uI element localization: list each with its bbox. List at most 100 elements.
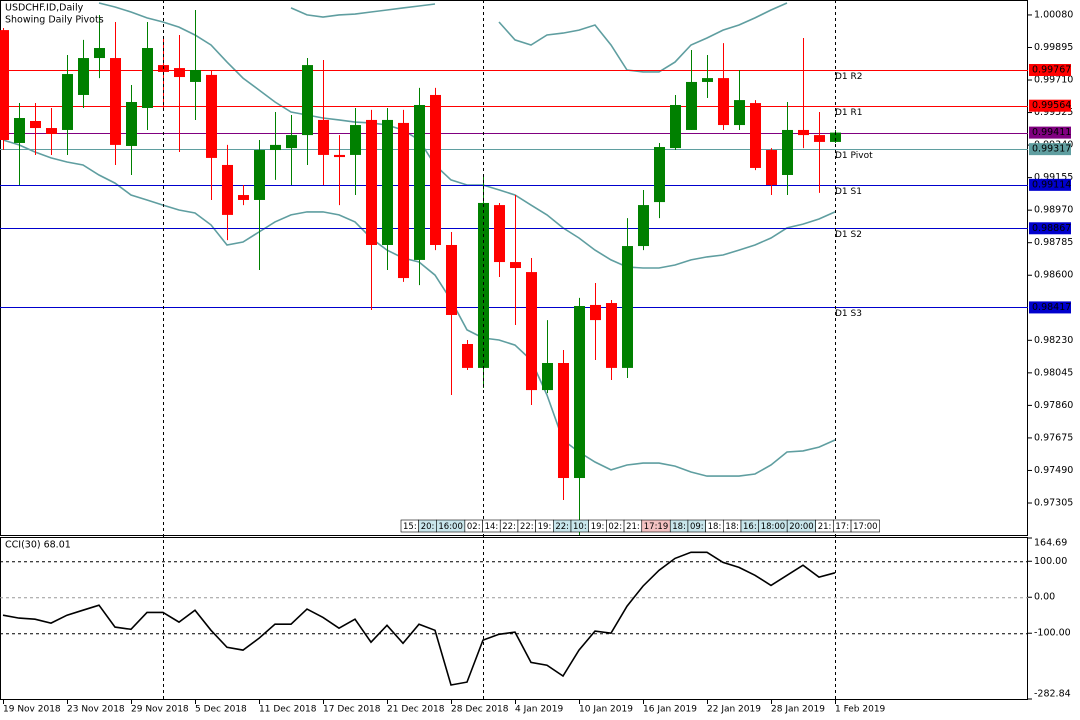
time-label: 21:: [818, 522, 832, 532]
candle-body: [766, 150, 777, 186]
y-tick-label: 0.99525: [1034, 107, 1073, 118]
time-label: 17:00: [853, 522, 878, 532]
pivot-label: D1 S1: [835, 187, 862, 197]
candle-body: [270, 144, 281, 151]
time-label: 18:: [725, 522, 739, 532]
candle-body: [126, 102, 137, 146]
candle-body: [526, 272, 537, 391]
time-label: 22:: [502, 522, 516, 532]
time-label: 16:00: [438, 522, 463, 532]
x-tick-label: 5 Dec 2018: [195, 705, 247, 715]
candle-body: [78, 58, 89, 95]
y-tick-label: 0.98045: [1034, 367, 1073, 378]
cci-panel: [0, 537, 1028, 700]
candle-body: [190, 69, 201, 82]
y-tick-label: -100.00: [1034, 628, 1071, 639]
time-label: 17:19: [644, 522, 669, 532]
x-tick-label: 28 Dec 2018: [451, 705, 509, 715]
y-tick-label: 164.69: [1034, 538, 1067, 549]
candle-body: [430, 94, 441, 245]
candle-body: [238, 195, 249, 200]
time-label: 22:: [520, 522, 534, 532]
y-tick-label: 0.98785: [1034, 237, 1073, 248]
time-label: 14:: [485, 522, 499, 532]
y-tick-label: 0.97860: [1034, 400, 1073, 411]
pivot-label: D1 S2: [835, 230, 862, 240]
candle-body: [830, 132, 841, 142]
candle-body: [510, 262, 521, 269]
candle-body: [718, 78, 729, 126]
x-tick-label: 23 Nov 2018: [67, 705, 125, 715]
candle-body: [494, 205, 505, 263]
time-label: 16:: [743, 522, 757, 532]
time-label: 15:: [403, 522, 417, 532]
candle-body: [670, 104, 681, 149]
candle-body: [414, 104, 425, 260]
y-tick-label: 0.98970: [1034, 205, 1073, 216]
x-tick-label: 22 Jan 2019: [707, 705, 761, 715]
candle-body: [302, 65, 313, 136]
time-box: [850, 519, 880, 533]
y-tick-label: -282.84: [1034, 689, 1071, 700]
y-tick-label: 0.00: [1034, 592, 1055, 603]
candle-body: [30, 120, 41, 129]
pivot-label: D1 Pivot: [835, 151, 873, 161]
pivot-label: D1 R2: [835, 72, 863, 82]
chart-subtitle: Showing Daily Pivots: [5, 15, 104, 26]
time-label: 02:: [608, 522, 622, 532]
x-tick-label: 4 Jan 2019: [515, 705, 563, 715]
bid-price: 0.99411: [1032, 127, 1071, 138]
time-label: 21:: [626, 522, 640, 532]
candle-body: [382, 119, 393, 245]
overlay: 1.000800.998950.997100.995250.993400.991…: [3, 0, 1073, 715]
candle-body: [798, 129, 809, 136]
candle-body: [638, 205, 649, 247]
pivot-box: [1029, 63, 1071, 76]
candle-body: [590, 304, 601, 321]
y-tick-label: 0.98230: [1034, 335, 1073, 346]
cci-title: CCI(30) 68.01: [5, 540, 71, 551]
pivot-box: [1029, 178, 1071, 191]
x-tick-label: 17 Dec 2018: [323, 705, 381, 715]
candle-body: [654, 147, 665, 203]
pivot-price: 0.98867: [1032, 223, 1071, 234]
main-plot: D1 R2 D1 R1 D1 Pivot D1 S1 D1 S2 D1 S3: [0, 2, 1028, 535]
x-tick-label: 19 Nov 2018: [3, 705, 61, 715]
candle-body: [350, 125, 361, 155]
candle-body: [254, 150, 265, 200]
x-tick-label: 10 Jan 2019: [579, 705, 633, 715]
pivot-box: [1029, 143, 1071, 156]
candle-body: [478, 202, 489, 368]
cci-line: [2, 551, 836, 686]
candle-body: [814, 135, 825, 142]
x-tick-label: 1 Feb 2019: [835, 705, 886, 715]
y-tick-label: 100.00: [1034, 556, 1067, 567]
candle-body: [94, 48, 105, 59]
pivot-label: D1 S3: [835, 309, 862, 319]
candle-body: [46, 128, 57, 135]
time-label: 17:: [835, 522, 849, 532]
time-label: 18:00: [761, 522, 786, 532]
time-label: 22:: [555, 522, 569, 532]
time-label: 20:00: [789, 522, 814, 532]
chart-title: USDCHF.ID,Daily: [5, 3, 84, 14]
candle-body: [366, 119, 377, 245]
y-tick-label: 0.97490: [1034, 465, 1073, 476]
pivot-price: 0.98417: [1032, 302, 1071, 313]
y-tick-label: 0.99895: [1034, 42, 1073, 53]
time-label: 19:: [538, 522, 552, 532]
y-tick-label: 0.99155: [1034, 172, 1073, 183]
candle-body: [142, 48, 153, 108]
pivot-box: [1029, 222, 1071, 235]
candle-body: [686, 81, 697, 130]
candle-body: [334, 154, 345, 158]
candle-body: [446, 244, 457, 315]
x-tick-label: 11 Dec 2018: [259, 705, 317, 715]
y-tick-label: 1.00080: [1034, 9, 1073, 20]
candle-body: [558, 362, 569, 479]
time-label: 02:: [467, 522, 481, 532]
candle-body: [110, 58, 121, 145]
bid-box: [1029, 126, 1071, 139]
x-tick-label: 21 Dec 2018: [387, 705, 445, 715]
